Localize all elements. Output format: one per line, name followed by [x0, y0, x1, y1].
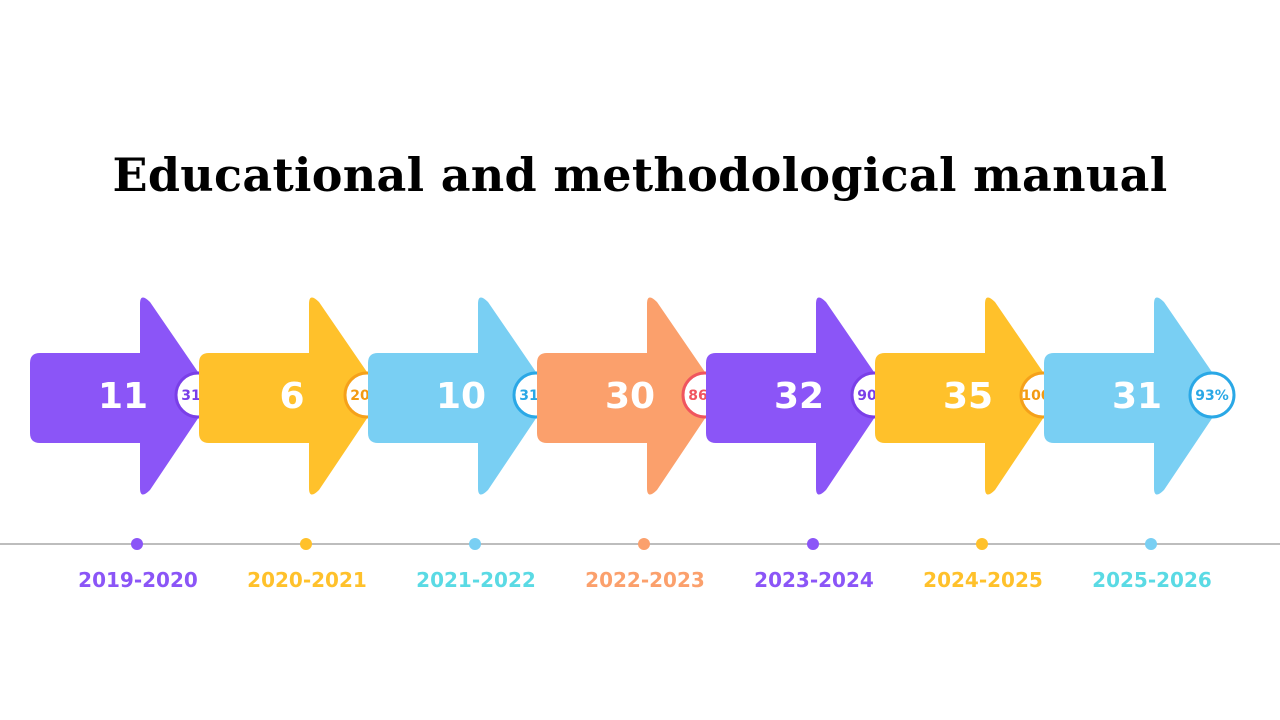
arrow-shape: [875, 297, 1059, 495]
arrow-step: 35 100%: [875, 297, 1067, 495]
arrow-shape: [199, 297, 383, 495]
arrow-step: 30 86%: [537, 297, 729, 495]
percent-badge-text: 93%: [1195, 388, 1229, 404]
timeline-dot: [469, 538, 481, 550]
arrow-value: 31: [1112, 376, 1162, 417]
arrow-step: 10 31%: [368, 297, 560, 495]
arrow-shape: [1044, 297, 1228, 495]
arrow-shape: [368, 297, 552, 495]
timeline-dot: [300, 538, 312, 550]
timeline-dot: [976, 538, 988, 550]
year-label: 2024-2025: [923, 568, 1043, 592]
arrow-step: 32 90%: [706, 297, 898, 495]
page-title: Educational and methodological manual: [112, 148, 1168, 202]
arrow-value: 10: [436, 376, 486, 417]
arrow-step: 11 31%: [30, 297, 222, 495]
arrow-value: 32: [774, 376, 824, 417]
timeline-dot: [1145, 538, 1157, 550]
arrow-value: 11: [98, 376, 148, 417]
year-label: 2025-2026: [1092, 568, 1212, 592]
arrow-shape: [537, 297, 721, 495]
percent-badge: [1188, 371, 1236, 419]
arrow-value: 35: [943, 376, 993, 417]
arrow-step: 6 20%: [199, 297, 391, 495]
timeline-dot: [807, 538, 819, 550]
arrow-group: 11 31% 6 20% 10 31% 30 86% 32 90% 35 100% 31 93%: [30, 297, 1236, 495]
year-label: 2022-2023: [585, 568, 705, 592]
arrow-step: 31 93%: [1044, 297, 1236, 495]
timeline-dot: [131, 538, 143, 550]
year-label: 2020-2021: [247, 568, 367, 592]
timeline-dot: [638, 538, 650, 550]
year-label: 2019-2020: [78, 568, 198, 592]
arrow-value: 6: [279, 376, 304, 417]
arrow-shape: [30, 297, 214, 495]
timeline-markers: 2019-2020 2020-2021 2021-2022 2022-2023 2023…: [78, 538, 1212, 592]
year-label: 2021-2022: [416, 568, 536, 592]
arrow-shape: [706, 297, 890, 495]
arrow-value: 30: [605, 376, 655, 417]
year-label: 2023-2024: [754, 568, 874, 592]
